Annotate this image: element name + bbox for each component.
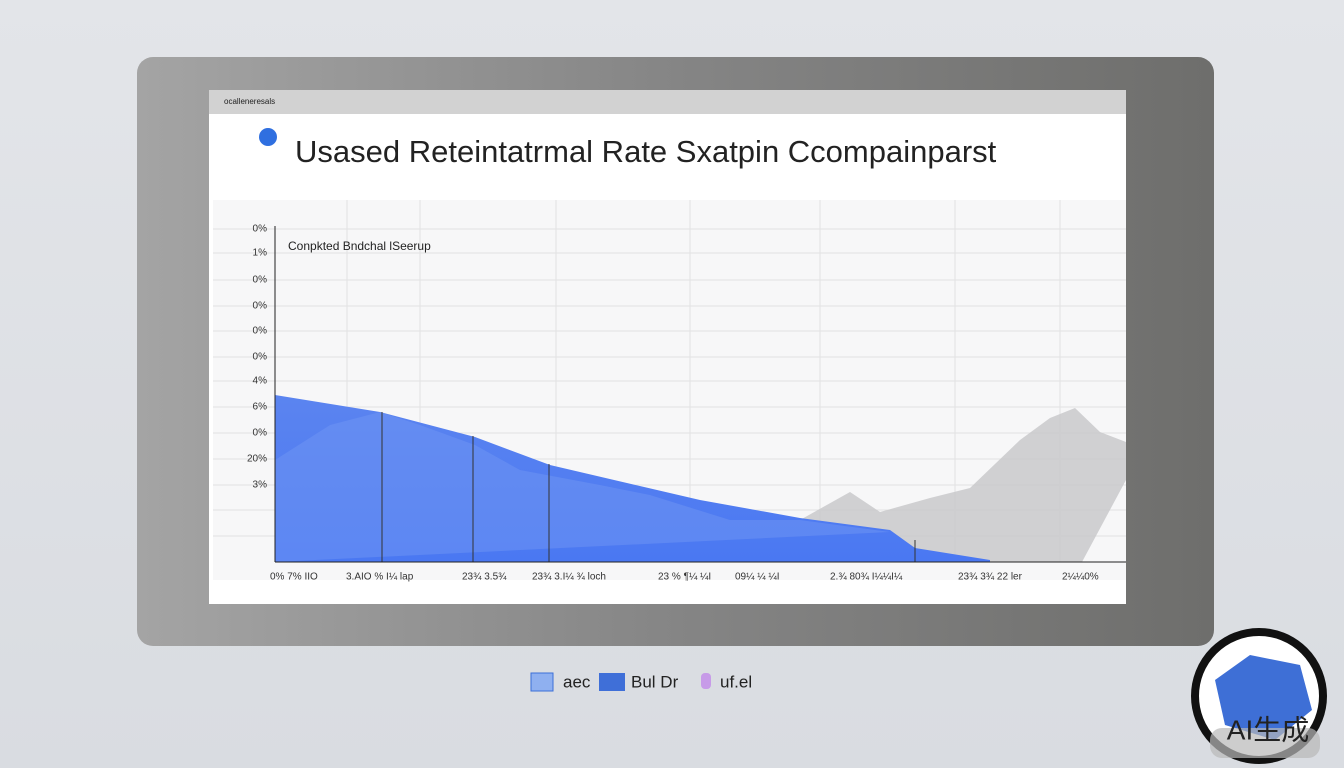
tab-text: ocalleneresals [224,97,275,106]
y-label: 20% [247,454,267,465]
watermark: AI生成 [1227,714,1309,745]
footer-icon [701,673,711,689]
app-icon [259,128,277,146]
x-label: 09¼ ¼ ¼I [735,571,779,583]
x-label: 2¼¼0% [1062,571,1099,583]
footer-icon [599,673,625,691]
x-labels: 0% 7% IIO 3.AIO % I¼ lap 23¾ 3.5¾ 23¾ 3.… [270,571,1099,583]
footer-item: aec [563,672,591,691]
y-label: 0% [253,428,268,439]
y-label: 6% [253,402,268,413]
y-label: 0% [253,326,268,337]
y-labels: 0% 1% 0% 0% 0% 0% 4% 6% 0% 20% 3% [247,224,267,491]
y-label: 3% [253,480,268,491]
legend: Conpkted Bndchal lSeerup [288,239,431,253]
badge-gem [1215,655,1312,740]
x-label: 23¾ 3.5¾ [462,572,507,583]
y-label: 4% [253,376,268,387]
footer-icon [530,672,554,692]
y-label: 0% [253,301,268,312]
footer-legend: aec Bul Dr uf.el [530,672,752,692]
y-label: 1% [253,248,268,259]
x-label: 23 % ¶¼ ¼I [658,571,711,583]
y-label: 0% [253,275,268,286]
y-label: 0% [253,224,268,235]
badge-plate [1210,728,1320,758]
footer-item: Bul Dr [631,672,679,691]
y-label: 0% [253,352,268,363]
markers [381,412,916,562]
watermark-badge: AI生成 [1191,628,1327,764]
x-label: 2.¾ 80¾ I¼¼I¼ [830,571,903,583]
title: Usased Reteintatrmal Rate Sxatpin Ccompa… [295,134,997,169]
gray-area [800,408,1126,562]
x-label: 23¾ 3.I¼ ¾ loch [532,571,606,583]
tab-bar [209,90,1126,114]
x-label: 23¾ 3¾ 22 ler [958,572,1023,583]
x-label: 3.AIO % I¼ lap [346,571,414,583]
blue-area-overlay [275,412,890,562]
x-label: 0% 7% IIO [270,572,318,583]
footer-item: uf.el [720,672,752,691]
